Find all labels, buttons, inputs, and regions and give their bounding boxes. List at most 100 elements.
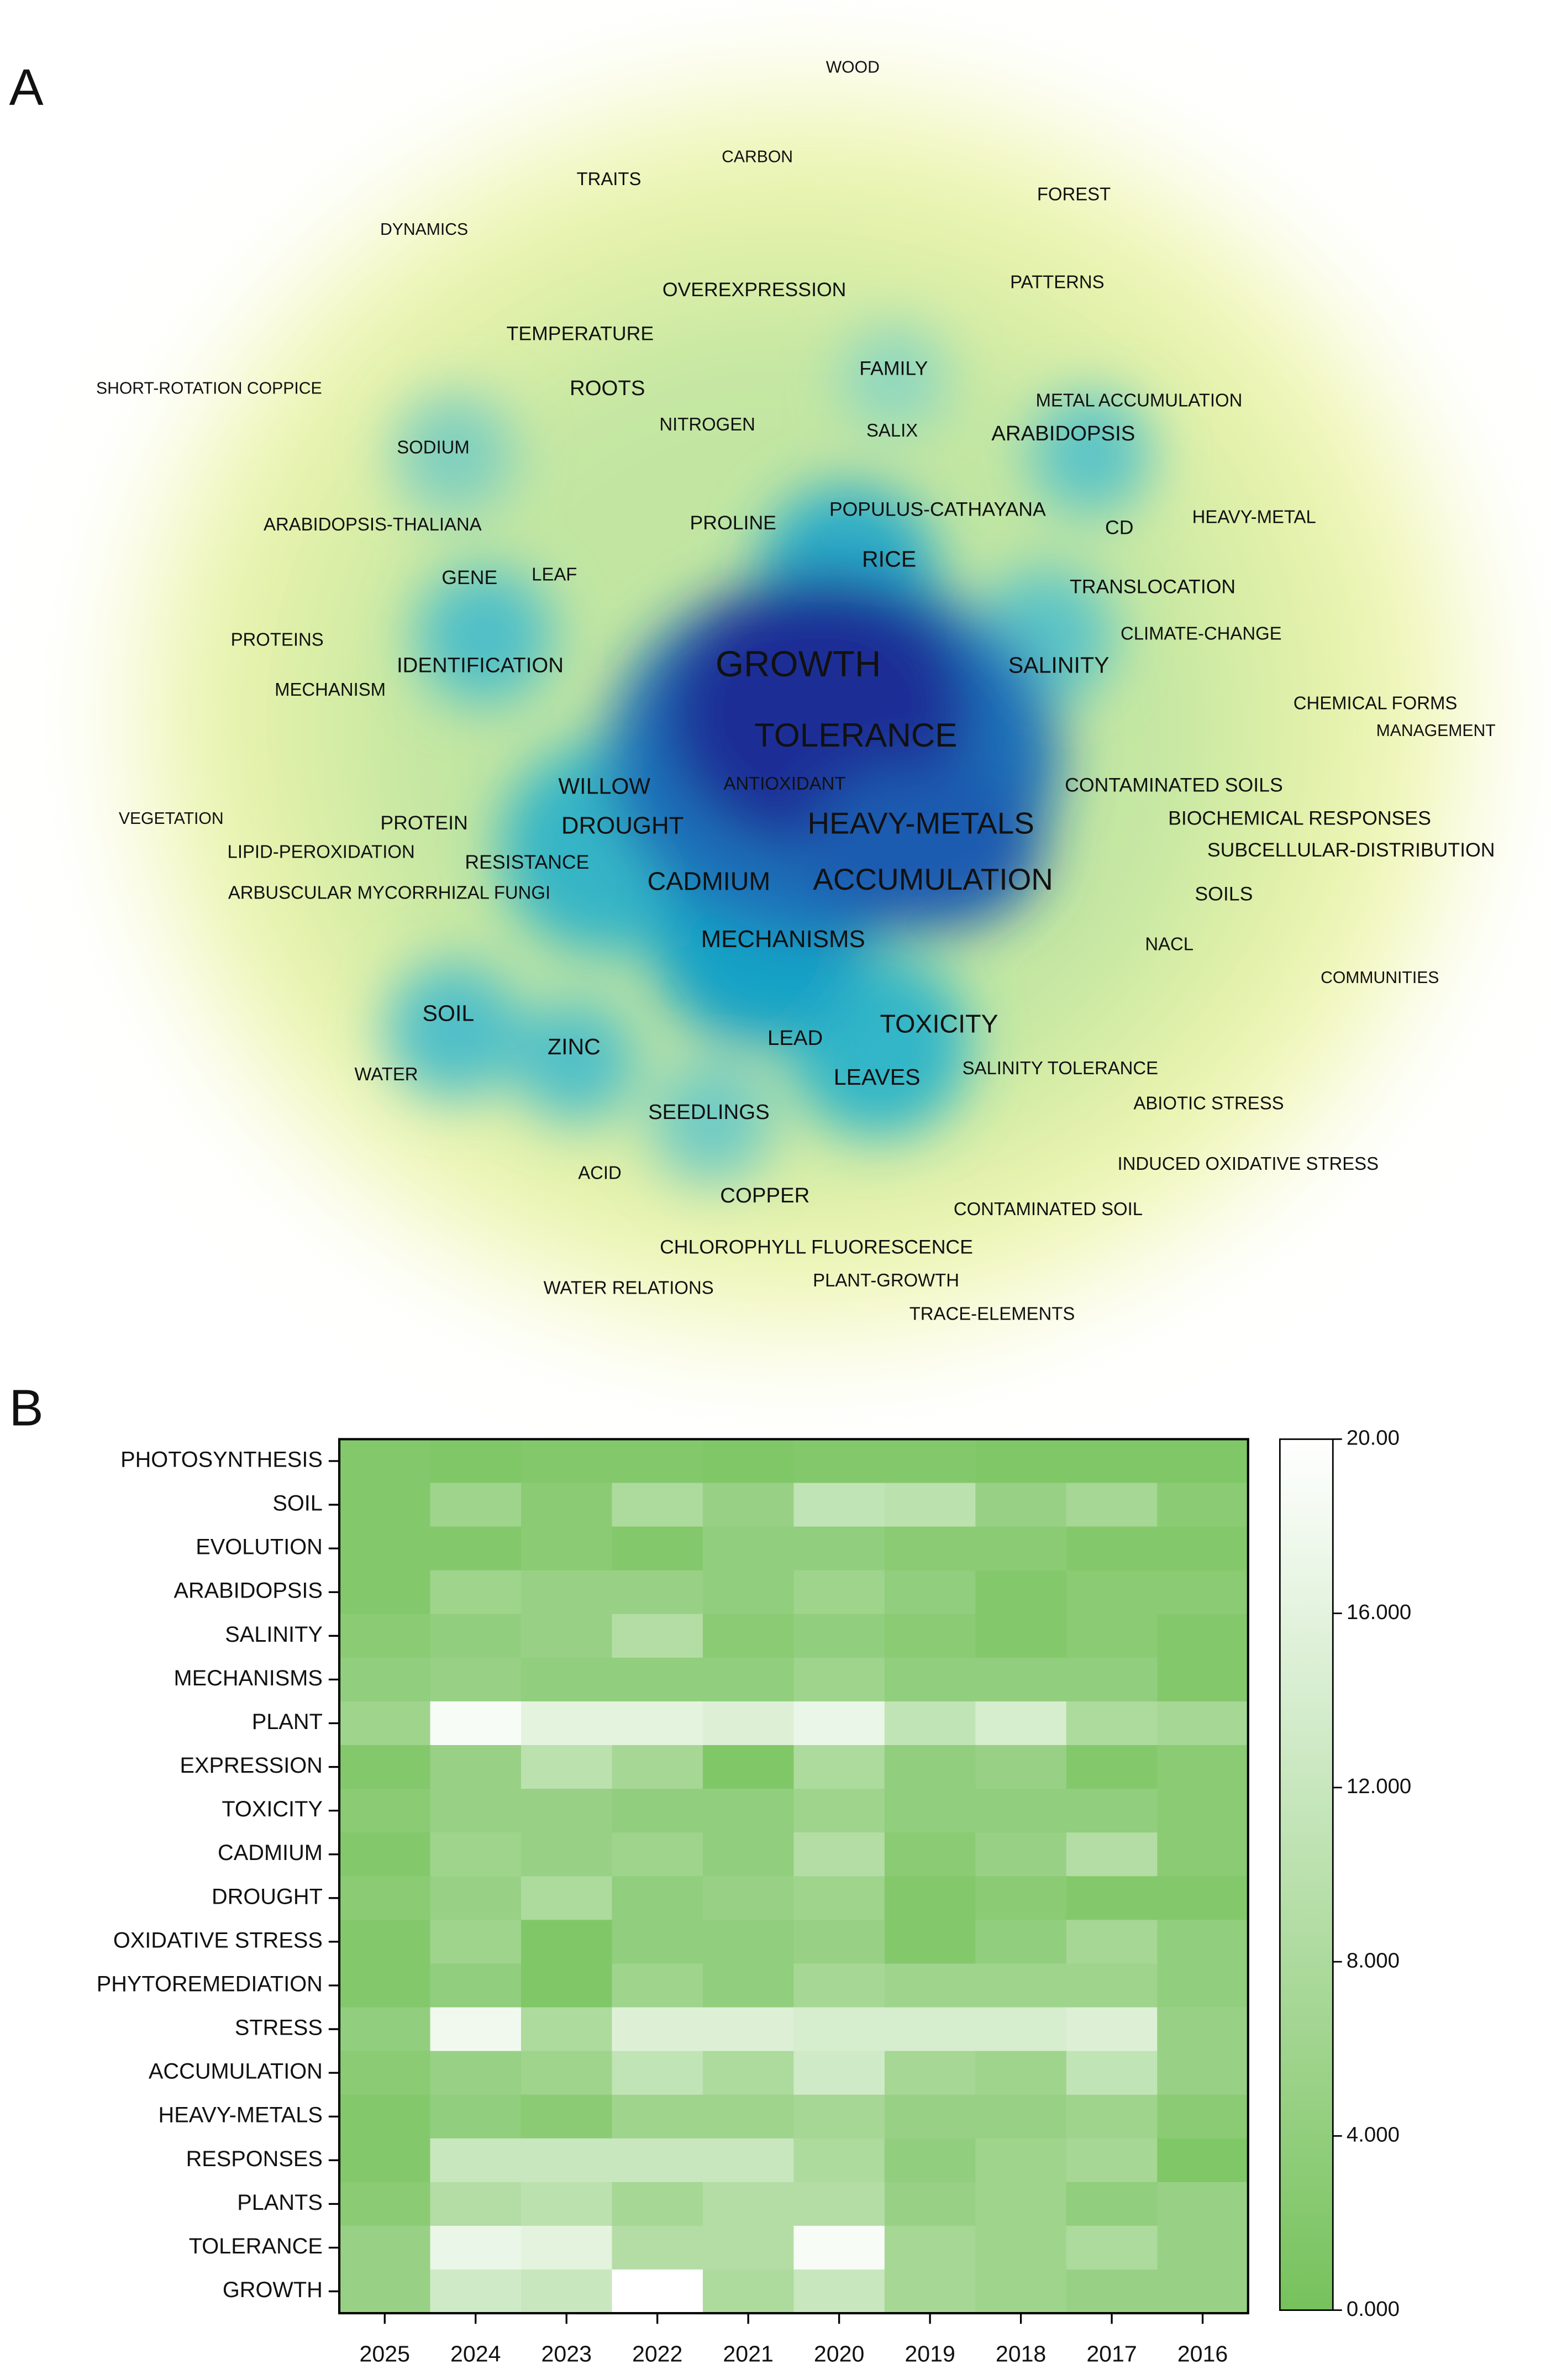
heatmap-cell	[884, 2225, 976, 2271]
heatmap-cell	[520, 1570, 613, 1615]
heatmap-cell	[975, 1963, 1067, 2008]
term-label: ACCUMULATION	[813, 862, 1053, 896]
heatmap-cell	[612, 1439, 704, 1484]
heatmap-cell	[975, 1876, 1067, 1921]
heatmap-cell	[793, 1920, 885, 1964]
heatmap-cell	[430, 1657, 522, 1703]
y-tick-label: SOIL	[272, 1491, 323, 1516]
heatmap-cell	[1157, 1876, 1249, 1921]
heatmap-cell	[1157, 1701, 1249, 1746]
heatmap-cell	[430, 2138, 522, 2183]
y-tick-label: DROUGHT	[212, 1884, 323, 1909]
heatmap-cell	[793, 2094, 885, 2139]
term-label: TOXICITY	[880, 1009, 998, 1038]
heatmap-cell	[612, 1483, 704, 1527]
heatmap-cell	[339, 1526, 431, 1571]
heatmap-cell	[1157, 2007, 1249, 2052]
heatmap-cell	[520, 1526, 613, 1571]
term-label: ARABIDOPSIS-THALIANA	[264, 514, 482, 534]
heatmap-cell	[520, 1657, 613, 1703]
heatmap-cell	[793, 1614, 885, 1658]
heatmap-cell	[975, 2225, 1067, 2271]
heatmap-cell	[884, 2051, 976, 2095]
heatmap-cell	[612, 1876, 704, 1921]
heatmap-cell	[339, 2225, 431, 2271]
heatmap-cell	[975, 1439, 1067, 1484]
heatmap-cell	[702, 1439, 795, 1484]
term-label: SODIUM	[397, 437, 470, 457]
term-label: WILLOW	[558, 774, 650, 799]
heatmap-cell	[612, 2138, 704, 2183]
term-label: SALIX	[866, 420, 918, 440]
x-tick-label: 2021	[723, 2341, 773, 2367]
heatmap-cell	[1066, 2269, 1158, 2314]
heatmap-cell	[339, 1701, 431, 1746]
term-label: HEAVY-METALS	[808, 806, 1034, 840]
term-label: LEAF	[532, 564, 577, 585]
term-label: SUBCELLULAR-DISTRIBUTION	[1207, 839, 1495, 861]
term-label: TRAITS	[577, 169, 642, 189]
term-label: NACL	[1145, 933, 1194, 954]
heatmap-cell	[975, 2269, 1067, 2314]
heatmap-cell	[520, 1876, 613, 1921]
heatmap-cell	[430, 1745, 522, 1790]
heatmap-cell	[612, 2225, 704, 2271]
heatmap-cell	[1066, 1832, 1158, 1877]
heatmap-cell	[339, 2138, 431, 2183]
term-label: CHLOROPHYLL FLUORESCENCE	[660, 1236, 973, 1258]
heatmap-cell	[339, 2094, 431, 2139]
heatmap-cell	[975, 1526, 1067, 1571]
term-label: WOOD	[826, 59, 880, 77]
term-label: WATER RELATIONS	[544, 1278, 714, 1298]
term-label: LEAVES	[834, 1064, 921, 1090]
heatmap-cell	[612, 2182, 704, 2227]
heatmap-cell	[339, 2269, 431, 2314]
term-label: ARABIDOPSIS	[991, 422, 1135, 445]
term-label: WATER	[354, 1064, 418, 1084]
y-tick-label: EVOLUTION	[196, 1535, 323, 1559]
heatmap-cell	[793, 2225, 885, 2271]
term-label: PROTEIN	[380, 812, 467, 834]
heatmap-cell	[702, 1570, 795, 1615]
heatmap-cell	[612, 2007, 704, 2052]
y-tick-label: PHOTOSYNTHESIS	[120, 1447, 323, 1472]
heatmap-cell	[702, 1657, 795, 1703]
heatmap-cell	[612, 2094, 704, 2139]
term-label: RICE	[862, 546, 916, 571]
heatmap-cell	[1066, 1745, 1158, 1790]
term-label: MECHANISMS	[701, 926, 865, 953]
y-tick-label: ACCUMULATION	[149, 2059, 323, 2084]
heatmap-cell	[1157, 2051, 1249, 2095]
x-tick-label: 2016	[1177, 2341, 1228, 2367]
heatmap-cell	[1157, 1963, 1249, 2008]
term-label: TEMPERATURE	[507, 322, 654, 344]
y-tick-label: PLANT	[252, 1710, 323, 1734]
heatmap-cell	[975, 2051, 1067, 2095]
heatmap-cell	[702, 1614, 795, 1658]
heatmap-cell	[520, 1789, 613, 1833]
heatmap-cell	[430, 1526, 522, 1571]
term-label: ROOTS	[570, 376, 645, 400]
term-label: DROUGHT	[561, 812, 684, 839]
heatmap-cell	[793, 1483, 885, 1527]
heatmap-cell	[975, 1701, 1067, 1746]
term-label: BIOCHEMICAL RESPONSES	[1168, 807, 1431, 829]
heatmap-cell	[339, 1657, 431, 1703]
term-label: POPULUS-CATHAYANA	[829, 498, 1046, 520]
heatmap-cell	[339, 1483, 431, 1527]
heatmap-cell	[520, 2138, 613, 2183]
heatmap-cell	[793, 1789, 885, 1833]
heatmap-cell	[1066, 2007, 1158, 2052]
heatmap-cell	[520, 2007, 613, 2052]
heatmap-cell	[793, 1876, 885, 1921]
term-label: SALINITY TOLERANCE	[963, 1058, 1158, 1078]
heatmap-cell	[884, 2138, 976, 2183]
heatmap-cell	[884, 1832, 976, 1877]
heatmap-cell	[702, 1832, 795, 1877]
term-label: SOILS	[1195, 883, 1253, 905]
heatmap-cell	[339, 2007, 431, 2052]
heatmap-cell	[1157, 1483, 1249, 1527]
heatmap-cell	[430, 1832, 522, 1877]
term-label: METAL ACCUMULATION	[1035, 390, 1242, 410]
heatmap-cell	[1157, 1614, 1249, 1658]
